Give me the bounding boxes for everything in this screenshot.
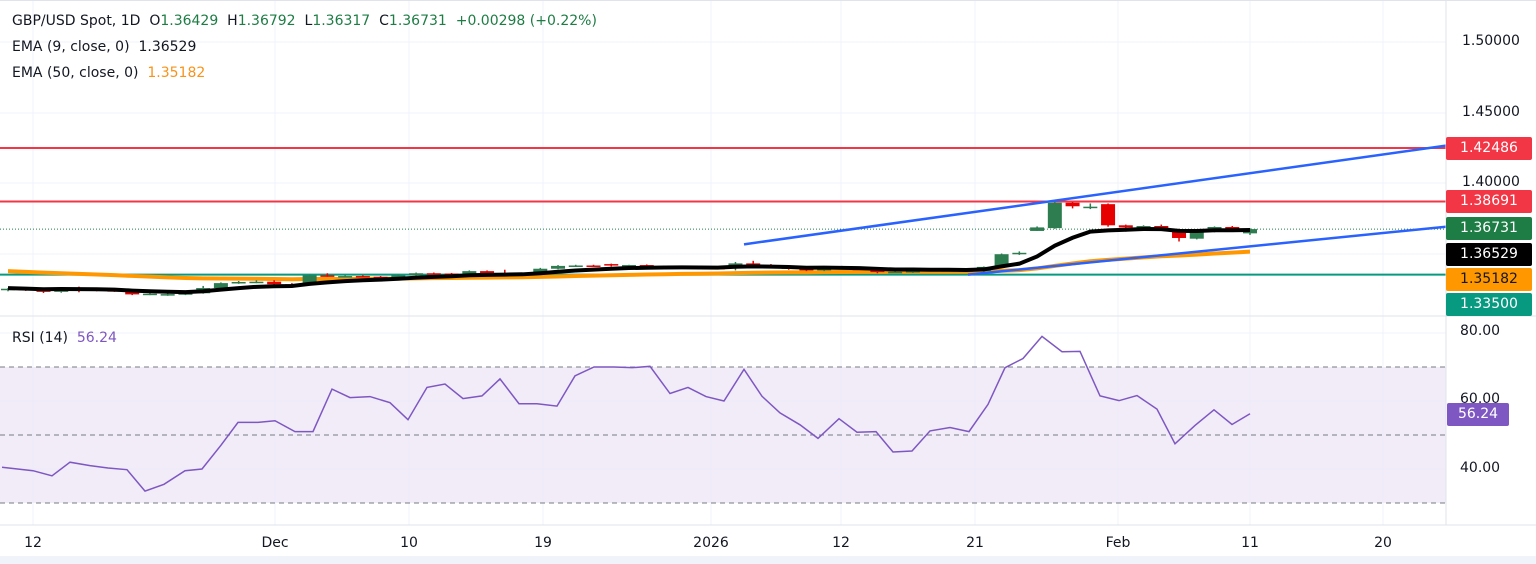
symbol-name: GBP/USD Spot, 1D: [12, 13, 141, 29]
ema50-value: 1.35182: [147, 65, 206, 81]
support-tag: 1.33500: [1446, 293, 1532, 316]
high-label: H: [227, 13, 238, 29]
time-label: Dec: [261, 535, 289, 551]
resistance-lower-tag: 1.38691: [1446, 190, 1532, 213]
time-label: 21: [966, 535, 984, 551]
time-label: 11: [1241, 535, 1259, 551]
time-label: Feb: [1105, 535, 1131, 551]
rsi-line: [1, 335, 1251, 492]
low-value: 1.36317: [312, 13, 371, 29]
rsi-value-tag: 56.24: [1447, 403, 1509, 426]
horizontal-levels: [0, 146, 1446, 276]
open-label: O: [149, 13, 161, 29]
high-value: 1.36792: [237, 13, 296, 29]
ema9-legend[interactable]: EMA (9, close, 0) 1.36529: [12, 39, 196, 55]
price-tick: 1.50000: [1462, 33, 1520, 49]
ema50-tag: 1.35182: [1446, 268, 1532, 291]
open-value: 1.36429: [160, 13, 219, 29]
change-value: +0.00298 (+0.22%): [455, 13, 597, 29]
rsi-label: RSI (14): [12, 330, 68, 346]
low-label: L: [304, 13, 313, 29]
resistance-upper-tag: 1.42486: [1446, 137, 1532, 160]
ema9-line: [7, 226, 1251, 295]
last-price-tag: 1.36731: [1446, 217, 1532, 240]
rsi-value: 56.24: [76, 330, 117, 346]
rsi-legend[interactable]: RSI (14) 56.24: [12, 330, 117, 346]
time-label: 10: [400, 535, 418, 551]
candlesticks: [1, 201, 1257, 296]
close-value: 1.36731: [388, 13, 447, 29]
close-label: C: [379, 13, 389, 29]
time-label: 20: [1374, 535, 1392, 551]
price-tick: 1.40000: [1462, 174, 1520, 190]
time-label: 12: [832, 535, 850, 551]
time-label: 2026: [693, 535, 729, 551]
ema50-label: EMA (50, close, 0): [12, 65, 139, 81]
ema9-label: EMA (9, close, 0): [12, 39, 130, 55]
symbol-legend: GBP/USD Spot, 1D O1.36429 H1.36792 L1.36…: [12, 13, 597, 29]
ema50-legend[interactable]: EMA (50, close, 0) 1.35182: [12, 65, 205, 81]
channel-trendlines[interactable]: [743, 144, 1447, 276]
rsi-overbought-oversold-band: [0, 366, 1446, 504]
price-tick: 1.45000: [1462, 104, 1520, 120]
ema9-value: 1.36529: [138, 39, 197, 55]
rsi-tick: 80.00: [1460, 323, 1501, 339]
rsi-tick: 40.00: [1460, 460, 1501, 476]
bottom-strip: [0, 556, 1536, 564]
time-label: 19: [534, 535, 552, 551]
ema9-tag: 1.36529: [1446, 243, 1532, 266]
time-label: 12: [24, 535, 42, 551]
